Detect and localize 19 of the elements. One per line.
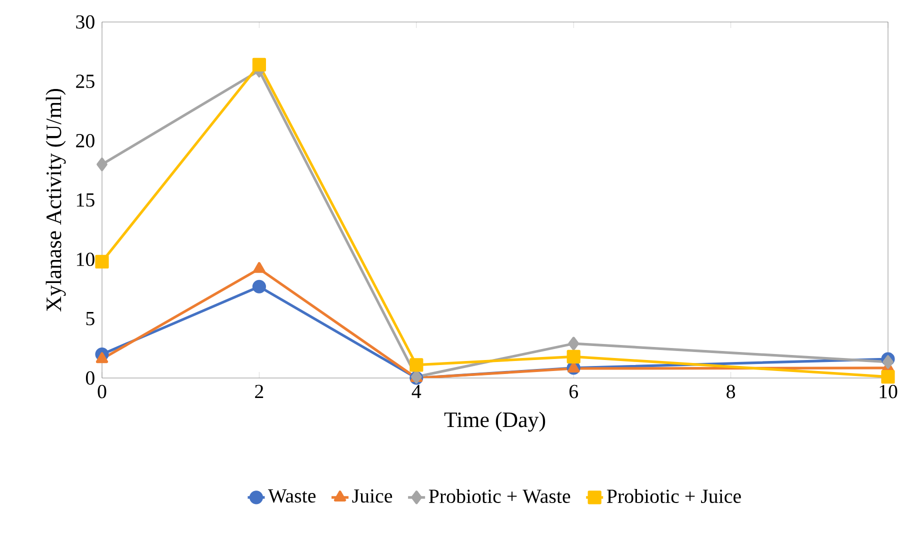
x-tick-label: 8 [726, 384, 736, 398]
y-tick-label: 30 [76, 15, 94, 29]
y-tick-label: 20 [76, 134, 94, 148]
x-tick-label: 6 [569, 384, 578, 398]
x-tick-label: 2 [255, 384, 264, 398]
y-tick-label: 25 [76, 74, 94, 88]
x-tick-label: 4 [412, 384, 422, 398]
y-tick-label: 10 [76, 252, 94, 266]
y-axis-title: Xylanase Activity (U/ml) [46, 88, 66, 312]
legend-label: Probiotic + Waste [428, 488, 570, 504]
y-tick-label: 15 [76, 193, 94, 207]
legend-label: Probiotic + Juice [606, 488, 741, 503]
x-tick-label: 0 [98, 384, 106, 398]
x-axis-title: Time (Day) [444, 412, 546, 432]
legend-label: Waste [268, 489, 316, 503]
x-tick-label: 10 [880, 384, 898, 398]
y-tick-label: 5 [86, 312, 94, 326]
legend-label: Juice [352, 489, 392, 503]
y-tick-label: 0 [86, 371, 94, 385]
